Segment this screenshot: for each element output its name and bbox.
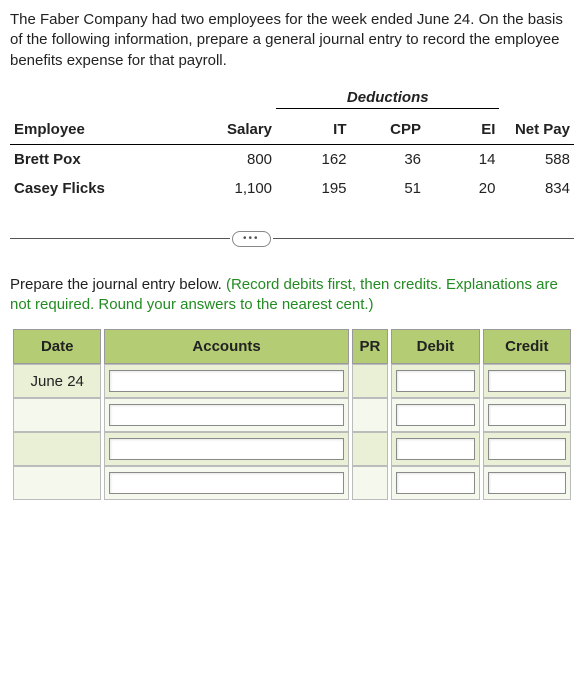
col-ei: EI: [425, 115, 499, 145]
payroll-cell-salary: 1,100: [202, 174, 276, 203]
credit-input[interactable]: [488, 404, 566, 426]
payroll-header-row: Employee Salary IT CPP EI Net Pay: [10, 115, 574, 145]
journal-date-cell: [13, 466, 101, 500]
credit-input[interactable]: [488, 370, 566, 392]
payroll-row: Brett Pox8001623614588: [10, 144, 574, 174]
journal-date-cell: June 24: [13, 364, 101, 398]
payroll-table: Deductions Employee Salary IT CPP EI Net…: [10, 89, 574, 203]
problem-intro: The Faber Company had two employees for …: [10, 10, 574, 71]
section-divider: •••: [10, 231, 574, 247]
journal-credit-cell: [483, 364, 571, 398]
journal-accounts-cell: [104, 398, 348, 432]
journal-pr-cell: [352, 398, 388, 432]
jh-date: Date: [13, 329, 101, 364]
payroll-cell-netpay: 588: [499, 144, 574, 174]
payroll-row: Casey Flicks1,1001955120834: [10, 174, 574, 203]
journal-pr-cell: [352, 364, 388, 398]
jh-pr: PR: [352, 329, 388, 364]
journal-row: [13, 398, 571, 432]
payroll-cell-it: 162: [276, 144, 350, 174]
payroll-cell-cpp: 51: [351, 174, 425, 203]
payroll-cell-employee: Brett Pox: [10, 144, 202, 174]
instruction-lead: Prepare the journal entry below.: [10, 276, 226, 293]
debit-input[interactable]: [396, 472, 474, 494]
payroll-cell-salary: 800: [202, 144, 276, 174]
journal-table: Date Accounts PR Debit Credit June 24: [10, 329, 574, 500]
journal-accounts-cell: [104, 432, 348, 466]
jh-debit: Debit: [391, 329, 479, 364]
debit-input[interactable]: [396, 370, 474, 392]
journal-debit-cell: [391, 398, 479, 432]
payroll-cell-ei: 20: [425, 174, 499, 203]
journal-debit-cell: [391, 432, 479, 466]
journal-header-row: Date Accounts PR Debit Credit: [13, 329, 571, 364]
journal-debit-cell: [391, 466, 479, 500]
accounts-input[interactable]: [109, 404, 343, 426]
journal-row: June 24: [13, 364, 571, 398]
journal-date-cell: [13, 398, 101, 432]
credit-input[interactable]: [488, 472, 566, 494]
col-it: IT: [276, 115, 350, 145]
journal-instruction: Prepare the journal entry below. (Record…: [10, 275, 574, 316]
payroll-cell-cpp: 36: [351, 144, 425, 174]
payroll-cell-ei: 14: [425, 144, 499, 174]
journal-accounts-cell: [104, 466, 348, 500]
journal-accounts-cell: [104, 364, 348, 398]
accounts-input[interactable]: [109, 472, 343, 494]
journal-row: [13, 466, 571, 500]
divider-dots-icon: •••: [232, 231, 271, 247]
journal-pr-cell: [352, 432, 388, 466]
payroll-cell-netpay: 834: [499, 174, 574, 203]
col-cpp: CPP: [351, 115, 425, 145]
payroll-table-wrap: Deductions Employee Salary IT CPP EI Net…: [10, 89, 574, 203]
journal-date-cell: [13, 432, 101, 466]
journal-pr-cell: [352, 466, 388, 500]
journal-row: [13, 432, 571, 466]
deductions-group-header: Deductions: [276, 89, 499, 109]
col-salary: Salary: [202, 115, 276, 145]
col-employee: Employee: [10, 115, 202, 145]
payroll-cell-employee: Casey Flicks: [10, 174, 202, 203]
accounts-input[interactable]: [109, 438, 343, 460]
credit-input[interactable]: [488, 438, 566, 460]
journal-credit-cell: [483, 398, 571, 432]
journal-debit-cell: [391, 364, 479, 398]
accounts-input[interactable]: [109, 370, 343, 392]
jh-accounts: Accounts: [104, 329, 348, 364]
debit-input[interactable]: [396, 404, 474, 426]
debit-input[interactable]: [396, 438, 474, 460]
jh-credit: Credit: [483, 329, 571, 364]
journal-credit-cell: [483, 466, 571, 500]
journal-credit-cell: [483, 432, 571, 466]
col-netpay: Net Pay: [499, 115, 574, 145]
payroll-cell-it: 195: [276, 174, 350, 203]
